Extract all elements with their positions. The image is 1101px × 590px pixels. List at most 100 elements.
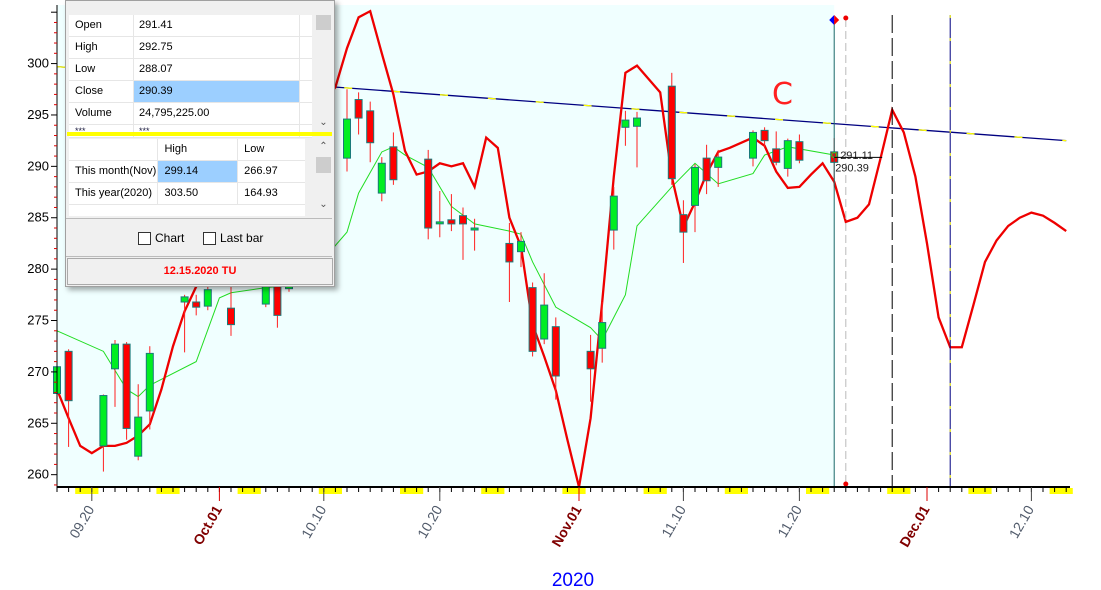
row-label: Volume [69, 103, 134, 124]
candle [203, 289, 212, 307]
candle [366, 110, 375, 144]
ohlc-scrollbar[interactable]: ⌄ [315, 1, 332, 131]
x-tick-label: 12.10 [1006, 502, 1037, 541]
table-row-open: Open 291.41 [69, 15, 312, 37]
row-label: Close [69, 81, 134, 102]
row-label: Open [69, 15, 134, 36]
candle [795, 141, 804, 161]
weekend-marker [75, 488, 99, 494]
x-axis-year: 2020 [552, 570, 594, 590]
header-low: Low [244, 143, 265, 155]
candle [227, 307, 235, 326]
candle [64, 350, 73, 402]
y-tick-label: 285 [27, 210, 49, 225]
marker-dot [843, 15, 849, 21]
candle [192, 301, 201, 308]
weekend-marker [1049, 488, 1073, 494]
candle [354, 99, 363, 119]
weekend-marker [562, 488, 586, 494]
row-low: 266.97 [244, 165, 278, 177]
chart-checkbox[interactable]: Chart [138, 231, 184, 245]
x-tick-label: Nov.01 [548, 502, 584, 549]
weekend-marker [806, 488, 830, 494]
candle [679, 214, 688, 233]
table-row-extra: *** *** [69, 125, 312, 138]
header-high: High [158, 139, 239, 160]
candle [459, 215, 467, 225]
data-window-panel: Open 291.41 High 292.75 Low 288.07 Close 290.39… [65, 0, 335, 287]
table-header: High Low [69, 139, 305, 161]
candle [633, 117, 641, 127]
candle [343, 118, 351, 159]
weekend-marker [643, 488, 667, 494]
options-bar: Chart Last bar [66, 218, 332, 257]
weekend-marker [318, 488, 342, 494]
candle [702, 157, 711, 182]
scroll-up-icon[interactable]: ⌃ [319, 141, 328, 152]
range-scrollbar[interactable]: ⌃ ⌄ [315, 139, 332, 216]
candle [714, 156, 723, 168]
candle [621, 119, 630, 128]
x-tick-label: Oct.01 [190, 502, 225, 547]
table-row-low: Low 288.07 [69, 59, 312, 81]
checkbox-label: Last bar [220, 231, 264, 245]
scroll-down-icon[interactable]: ⌄ [319, 199, 328, 210]
y-tick-label: 260 [27, 467, 49, 482]
candle [134, 416, 143, 457]
weekend-marker [968, 488, 992, 494]
diamond-marker-icon [829, 15, 835, 25]
y-tick-label: 300 [27, 56, 49, 71]
candle [505, 242, 514, 263]
marker-dot [843, 481, 849, 487]
date-display: 12.15.2020 TU [67, 258, 333, 285]
candle [783, 140, 792, 169]
row-value: 291.41 [134, 15, 300, 36]
row-value: *** [134, 125, 300, 137]
row-value: 288.07 [134, 59, 300, 80]
row-label: High [69, 37, 134, 58]
x-tick-label: 10.20 [414, 502, 445, 541]
moving-average-line [56, 146, 835, 398]
candle [111, 343, 119, 370]
ma-price-label: 291.11 [840, 150, 873, 162]
candle [551, 326, 560, 377]
close-price-label: 290.39 [835, 162, 869, 174]
weekend-marker [156, 488, 180, 494]
candle [424, 158, 433, 229]
row-label: *** [69, 125, 134, 137]
weekend-marker [887, 488, 911, 494]
x-tick-label: 11.20 [774, 502, 805, 540]
header-blank [69, 139, 159, 160]
row-high: 299.14 [158, 161, 239, 182]
range-table: High Low This month(Nov) 299.14 266.97 T… [69, 139, 305, 216]
candle [760, 129, 769, 142]
table-row-volume: Volume 24,795,225.00 [69, 103, 312, 125]
row-value: 24,795,225.00 [134, 103, 300, 124]
table-row-this-month: This month(Nov) 299.14 266.97 [69, 161, 305, 183]
y-tick-label: 295 [27, 107, 49, 122]
splitter[interactable] [67, 132, 332, 136]
candle [749, 131, 757, 159]
y-tick-label: 270 [27, 364, 49, 379]
scrollbar-thumb[interactable] [316, 15, 331, 30]
checkbox-icon[interactable] [203, 231, 216, 245]
weekend-marker [400, 488, 424, 494]
ohlc-table: Open 291.41 High 292.75 Low 288.07 Close 290.39… [69, 15, 312, 138]
candle [435, 221, 444, 225]
scrollbar-thumb[interactable] [316, 157, 331, 173]
scroll-down-icon[interactable]: ⌄ [319, 117, 328, 128]
candle [772, 148, 781, 163]
handwritten-annotation: C [772, 77, 793, 112]
candle [145, 352, 154, 412]
candle [389, 146, 398, 181]
candle [470, 227, 479, 231]
candle [609, 195, 618, 231]
candle [691, 166, 699, 206]
row-value: 290.39 [134, 81, 300, 102]
checkbox-icon[interactable] [138, 231, 151, 245]
diamond-marker-icon [834, 15, 840, 25]
x-tick-label: 09.20 [66, 502, 97, 541]
x-tick-label: 11.10 [658, 502, 689, 540]
last-bar-checkbox[interactable]: Last bar [203, 231, 263, 245]
weekend-marker [237, 488, 261, 494]
